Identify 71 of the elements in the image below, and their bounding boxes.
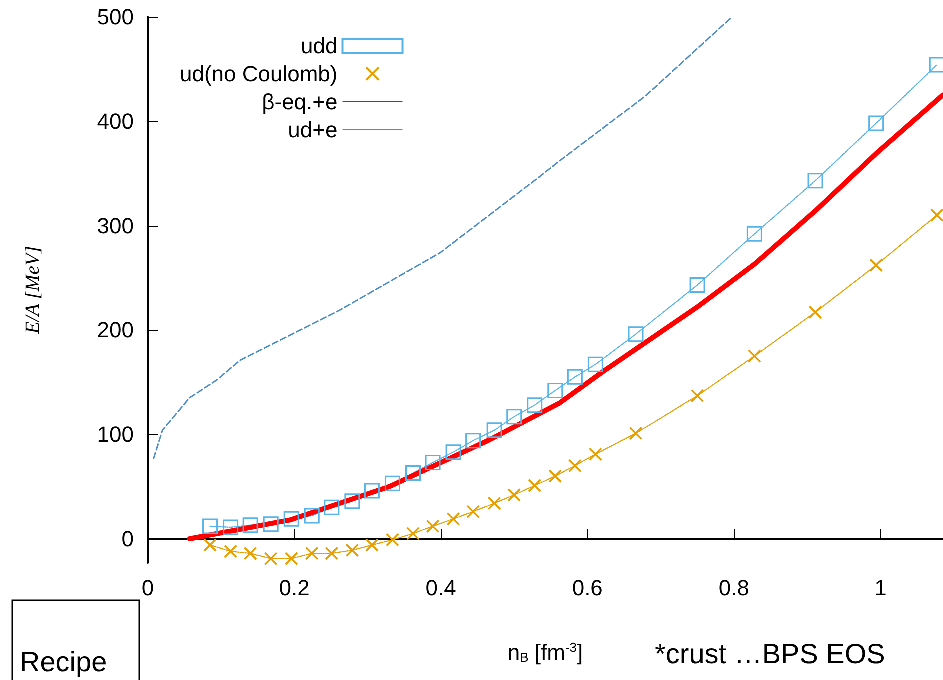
point [325,547,338,560]
point [264,552,278,566]
y-tick-label: 0 [122,526,134,552]
line-series [153,17,732,460]
point [589,448,602,461]
point [588,356,604,372]
point [466,433,482,449]
point [629,427,642,440]
point [202,518,218,534]
y-tick-label: 100 [97,422,134,448]
y-tick-label: 400 [97,108,134,134]
x-tick-label: 0.2 [279,576,310,600]
point [425,455,441,471]
x-tick-label: 1 [874,576,887,600]
legend-label: ud(no Coulomb) [180,62,338,86]
point [244,547,258,560]
point [204,538,217,552]
point [628,326,644,342]
point [508,488,521,502]
point [548,382,564,398]
point [488,496,502,510]
legend-label: ud+e [288,118,338,142]
point [691,389,704,402]
point [690,278,706,294]
point [446,444,462,460]
point [527,398,543,414]
point [263,516,279,532]
point [364,483,380,499]
point [284,511,300,527]
point [808,173,824,189]
y-tick-label: 500 [97,4,134,30]
point [930,208,943,222]
point [406,527,420,540]
point [242,518,258,534]
legend-label: udd [301,34,338,58]
text: *crust …BPS EOS [655,638,886,670]
x-tick-label: 0 [142,576,154,600]
point [344,494,360,510]
point [466,505,480,518]
point [746,226,762,242]
point [567,369,583,385]
y-axis-title: E/A [MeV] [22,246,44,335]
point [304,508,320,524]
point [870,258,883,272]
x-tick-label: 0.4 [426,576,456,600]
x-tick-label: 0.8 [718,576,750,600]
x-tick-label: 0.6 [572,576,603,600]
legend-label: β-eq.+e [262,90,338,114]
point [506,409,522,425]
text: Recipe [20,646,108,678]
point [868,116,884,132]
point [223,520,239,536]
point [528,479,542,492]
point [224,545,238,558]
point [324,500,340,516]
point [486,422,502,438]
point [568,459,582,472]
point [366,538,379,552]
point [447,512,460,526]
point [426,520,440,533]
point [285,552,298,566]
point [748,350,762,363]
point [306,547,319,560]
point [809,306,822,319]
point [548,470,562,483]
y-tick-label: 200 [97,318,134,343]
point [405,465,421,481]
y-tick-label: 300 [97,213,134,238]
point [384,476,400,492]
point [346,544,359,557]
point [386,534,400,547]
